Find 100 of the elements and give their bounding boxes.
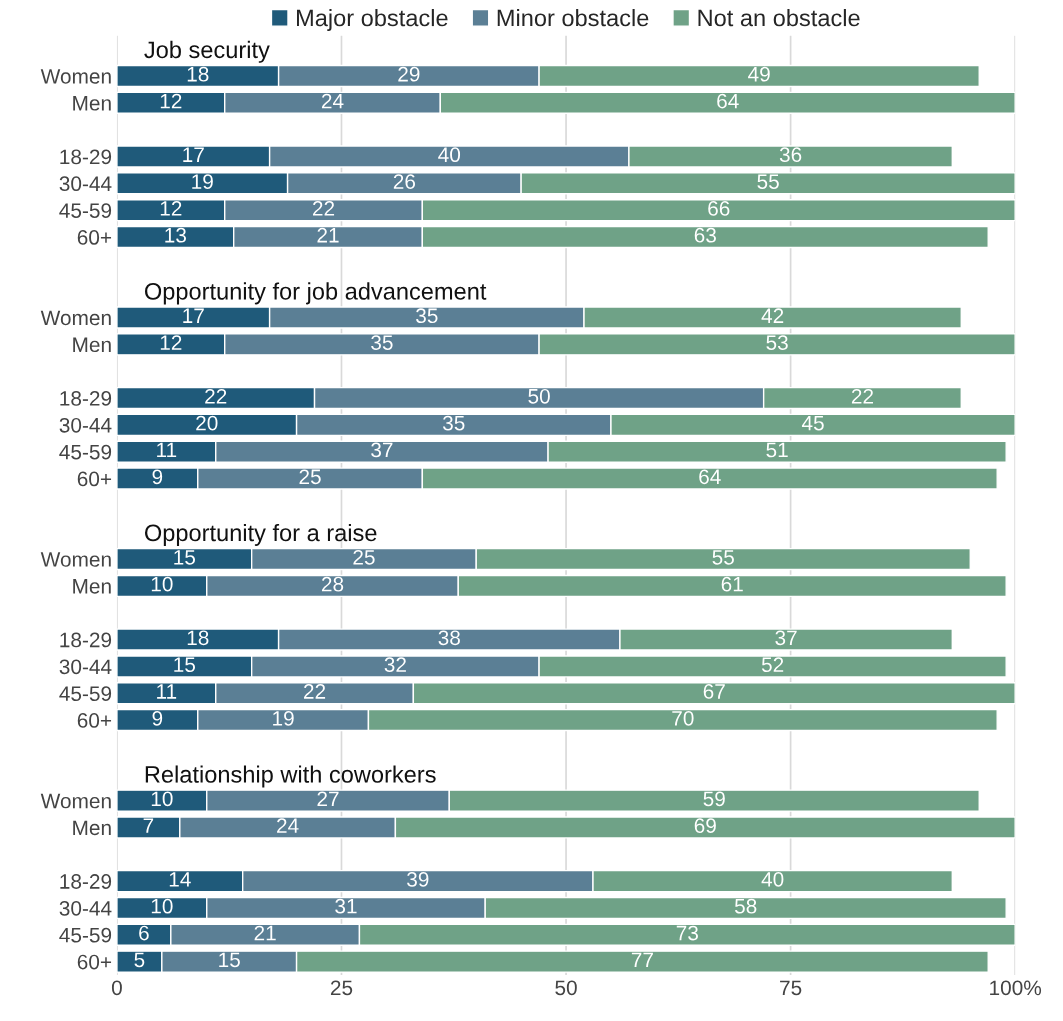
annotation: Relationship with coworkers <box>145 765 436 788</box>
y-tick-label: 45-59 <box>59 444 112 460</box>
y-tick-label: Men <box>73 579 111 594</box>
data-label: 52 <box>761 657 784 673</box>
data-label: 61 <box>721 576 743 592</box>
legend-label: Not an obstacle <box>698 8 860 27</box>
legend-label: Major obstacle <box>297 8 448 31</box>
data-label: 32 <box>384 657 406 673</box>
data-label: 13 <box>165 227 186 243</box>
data-label: 49 <box>748 66 770 82</box>
data-label: 58 <box>734 898 757 914</box>
data-label: 15 <box>219 952 240 968</box>
data-label: 19 <box>273 710 294 726</box>
data-label: 40 <box>761 871 784 887</box>
data-label: 12 <box>160 201 182 216</box>
data-label: 20 <box>196 415 218 431</box>
data-label: 22 <box>304 684 326 699</box>
data-label: 27 <box>317 791 339 806</box>
data-label: 42 <box>761 308 784 323</box>
data-label: 12 <box>160 93 182 109</box>
data-label: 10 <box>151 898 173 914</box>
x-tick-label: 100% <box>990 980 1042 996</box>
y-tick-label: 45-59 <box>59 686 112 702</box>
data-label: 63 <box>694 227 716 243</box>
y-tick-label: 30-44 <box>59 417 112 433</box>
data-label: 73 <box>676 925 698 941</box>
data-label: 64 <box>717 93 739 109</box>
data-label: 55 <box>757 174 779 189</box>
data-label: 24 <box>277 818 299 833</box>
data-label: 10 <box>151 791 173 807</box>
data-label: 31 <box>335 898 357 914</box>
data-label: 21 <box>317 227 339 243</box>
data-label: 25 <box>299 469 321 485</box>
data-label: 25 <box>353 549 375 565</box>
legend-label: Minor obstacle <box>497 8 649 27</box>
y-tick-label: 60+ <box>77 954 112 970</box>
data-label: 26 <box>393 174 416 189</box>
data-label: 35 <box>371 335 393 350</box>
y-tick-label: 18-29 <box>60 149 112 165</box>
data-label: 10 <box>151 576 173 592</box>
data-label: 38 <box>438 630 460 646</box>
annotation: Opportunity for a raise <box>144 523 377 546</box>
y-tick-label: 30-44 <box>59 176 112 192</box>
data-label: 51 <box>766 442 788 458</box>
data-label: 66 <box>708 201 730 216</box>
data-label: 70 <box>672 710 694 726</box>
data-label: 67 <box>703 684 725 699</box>
data-label: 36 <box>779 147 802 163</box>
y-tick-label: 30-44 <box>59 659 112 675</box>
data-label: 19 <box>192 174 213 189</box>
data-label: 18 <box>187 66 209 82</box>
data-label: 6 <box>139 925 149 941</box>
data-label: 7 <box>143 818 154 833</box>
data-label: 21 <box>254 925 276 941</box>
data-label: 28 <box>321 576 344 592</box>
annotation: Job security <box>144 40 270 63</box>
data-label: 50 <box>528 388 550 404</box>
data-label: 35 <box>416 308 438 324</box>
x-tick-label: 25 <box>330 980 353 996</box>
y-tick-label: Men <box>73 337 111 353</box>
y-tick-label: 60+ <box>77 230 112 245</box>
y-tick-label: 30-44 <box>59 900 112 916</box>
x-tick-label: 0 <box>111 980 122 996</box>
data-label: 37 <box>775 630 797 646</box>
y-tick-label: 60+ <box>77 713 112 728</box>
y-tick-label: 60+ <box>77 471 112 487</box>
data-label: 11 <box>157 684 177 699</box>
data-label: 14 <box>169 872 191 887</box>
data-label: 17 <box>183 308 204 323</box>
data-label: 40 <box>438 147 461 163</box>
data-label: 35 <box>442 415 465 431</box>
data-label: 39 <box>407 871 429 887</box>
y-tick-label: 18-29 <box>60 391 112 406</box>
data-label: 59 <box>703 791 725 807</box>
data-label: 22 <box>312 201 335 216</box>
data-label: 24 <box>321 93 344 109</box>
data-label: 15 <box>174 657 196 673</box>
x-tick-label: 75 <box>780 980 802 996</box>
x-tick-label: 50 <box>555 980 577 996</box>
y-tick-label: Men <box>73 96 111 111</box>
y-tick-label: Women <box>40 69 111 84</box>
data-label: 22 <box>205 388 227 404</box>
data-label: 17 <box>183 147 204 162</box>
data-label: 11 <box>157 442 177 458</box>
data-label: 64 <box>699 469 721 485</box>
data-label: 29 <box>398 66 420 82</box>
y-tick-label: Men <box>73 820 111 836</box>
data-label: 37 <box>371 442 393 458</box>
data-label: 55 <box>712 550 734 565</box>
y-tick-label: 18-29 <box>60 632 112 648</box>
data-label: 22 <box>851 388 874 404</box>
data-label: 9 <box>152 469 163 485</box>
annotation: Opportunity for job advancement <box>144 282 487 305</box>
data-label: 69 <box>694 818 716 834</box>
y-tick-label: 18-29 <box>60 874 112 889</box>
y-tick-label: 45-59 <box>59 203 112 218</box>
y-tick-label: Women <box>40 552 111 567</box>
data-label: 12 <box>160 335 182 350</box>
data-label: 15 <box>174 550 196 565</box>
y-tick-label: Women <box>40 310 111 326</box>
